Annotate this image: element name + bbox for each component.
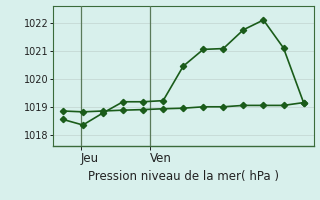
X-axis label: Pression niveau de la mer( hPa ): Pression niveau de la mer( hPa )	[88, 170, 279, 183]
